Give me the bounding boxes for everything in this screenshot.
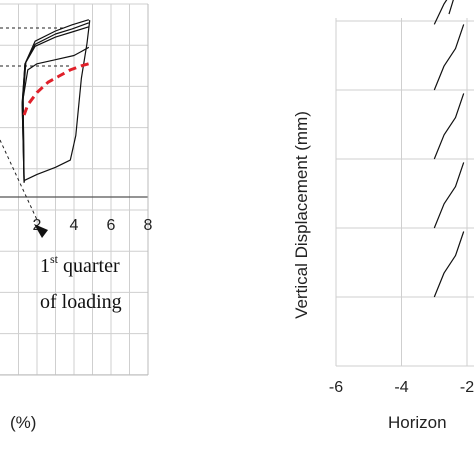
right-x-tick-label: -2	[460, 379, 474, 396]
right-series-line-5	[433, 231, 465, 298]
left-series-line-5	[22, 46, 90, 182]
right-tick-labels: -6 -4 -2	[329, 379, 474, 396]
right-x-tick-label: -6	[329, 379, 343, 396]
right-gridlines	[335, 18, 474, 367]
left-x-tick-label: 4	[70, 217, 79, 234]
right-series-line-3	[433, 93, 465, 160]
arrowhead-icon	[34, 224, 48, 238]
annotation-line1: 1st quarter	[40, 252, 120, 277]
left-x-axis-label: (%)	[10, 413, 36, 432]
left-series-line-1	[23, 20, 91, 182]
right-panel: -6 -4 -2 Vertical Displacement (mm) Horizo…	[292, 0, 474, 432]
left-series-line-3	[21, 22, 90, 183]
right-x-tick-label: -4	[394, 379, 408, 396]
left-series-group	[21, 19, 91, 183]
right-series-line-2	[433, 24, 465, 91]
annotation-line2: of loading	[40, 291, 122, 313]
right-x-axis-label: Horizon	[388, 413, 447, 432]
right-y-axis-label: Vertical Displacement (mm)	[292, 111, 311, 319]
right-series-group	[433, 0, 465, 298]
right-series-line-4	[433, 162, 465, 229]
left-panel: 2468 1st quarter of loading (%)	[0, 3, 153, 432]
left-x-tick-label: 8	[144, 217, 153, 234]
left-gridlines	[0, 3, 149, 376]
left-x-tick-label: 6	[107, 217, 116, 234]
left-series-red-dashed	[22, 62, 90, 116]
right-series-line-1	[433, 0, 454, 25]
